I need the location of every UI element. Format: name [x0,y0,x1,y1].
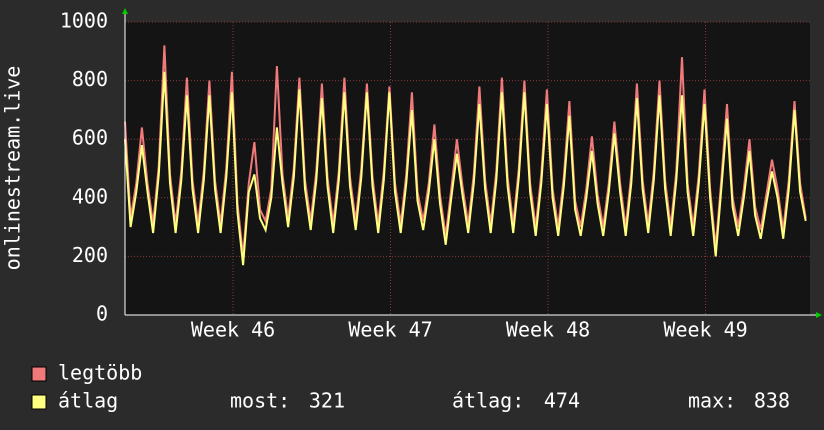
legend-label: legtöbb [58,361,142,385]
legend-swatch [31,394,47,410]
legend-swatch [31,366,47,382]
y-tick-label: 200 [72,243,108,267]
x-tick-label: Week 46 [191,318,275,342]
x-tick-label: Week 48 [506,318,590,342]
y-tick-label: 800 [72,67,108,91]
y-tick-label: 400 [72,184,108,208]
stat-value: 321 [309,389,345,413]
stat-label: most: [230,389,290,413]
x-tick-label: Week 47 [348,318,432,342]
legend-label: átlag [58,389,118,413]
stat-value: 838 [754,389,790,413]
y-axis-label: onlinestream.live [1,66,25,271]
y-tick-label: 0 [96,302,108,326]
stat-value: 474 [544,389,580,413]
y-tick-label: 1000 [60,9,108,33]
stat-label: max: [688,389,736,413]
axis-arrow [816,312,822,318]
series-line [124,71,807,266]
axis-arrow [122,8,128,14]
y-tick-label: 600 [72,126,108,150]
stat-label: átlag: [452,389,524,413]
plot-area [125,22,810,315]
x-tick-label: Week 49 [663,318,747,342]
